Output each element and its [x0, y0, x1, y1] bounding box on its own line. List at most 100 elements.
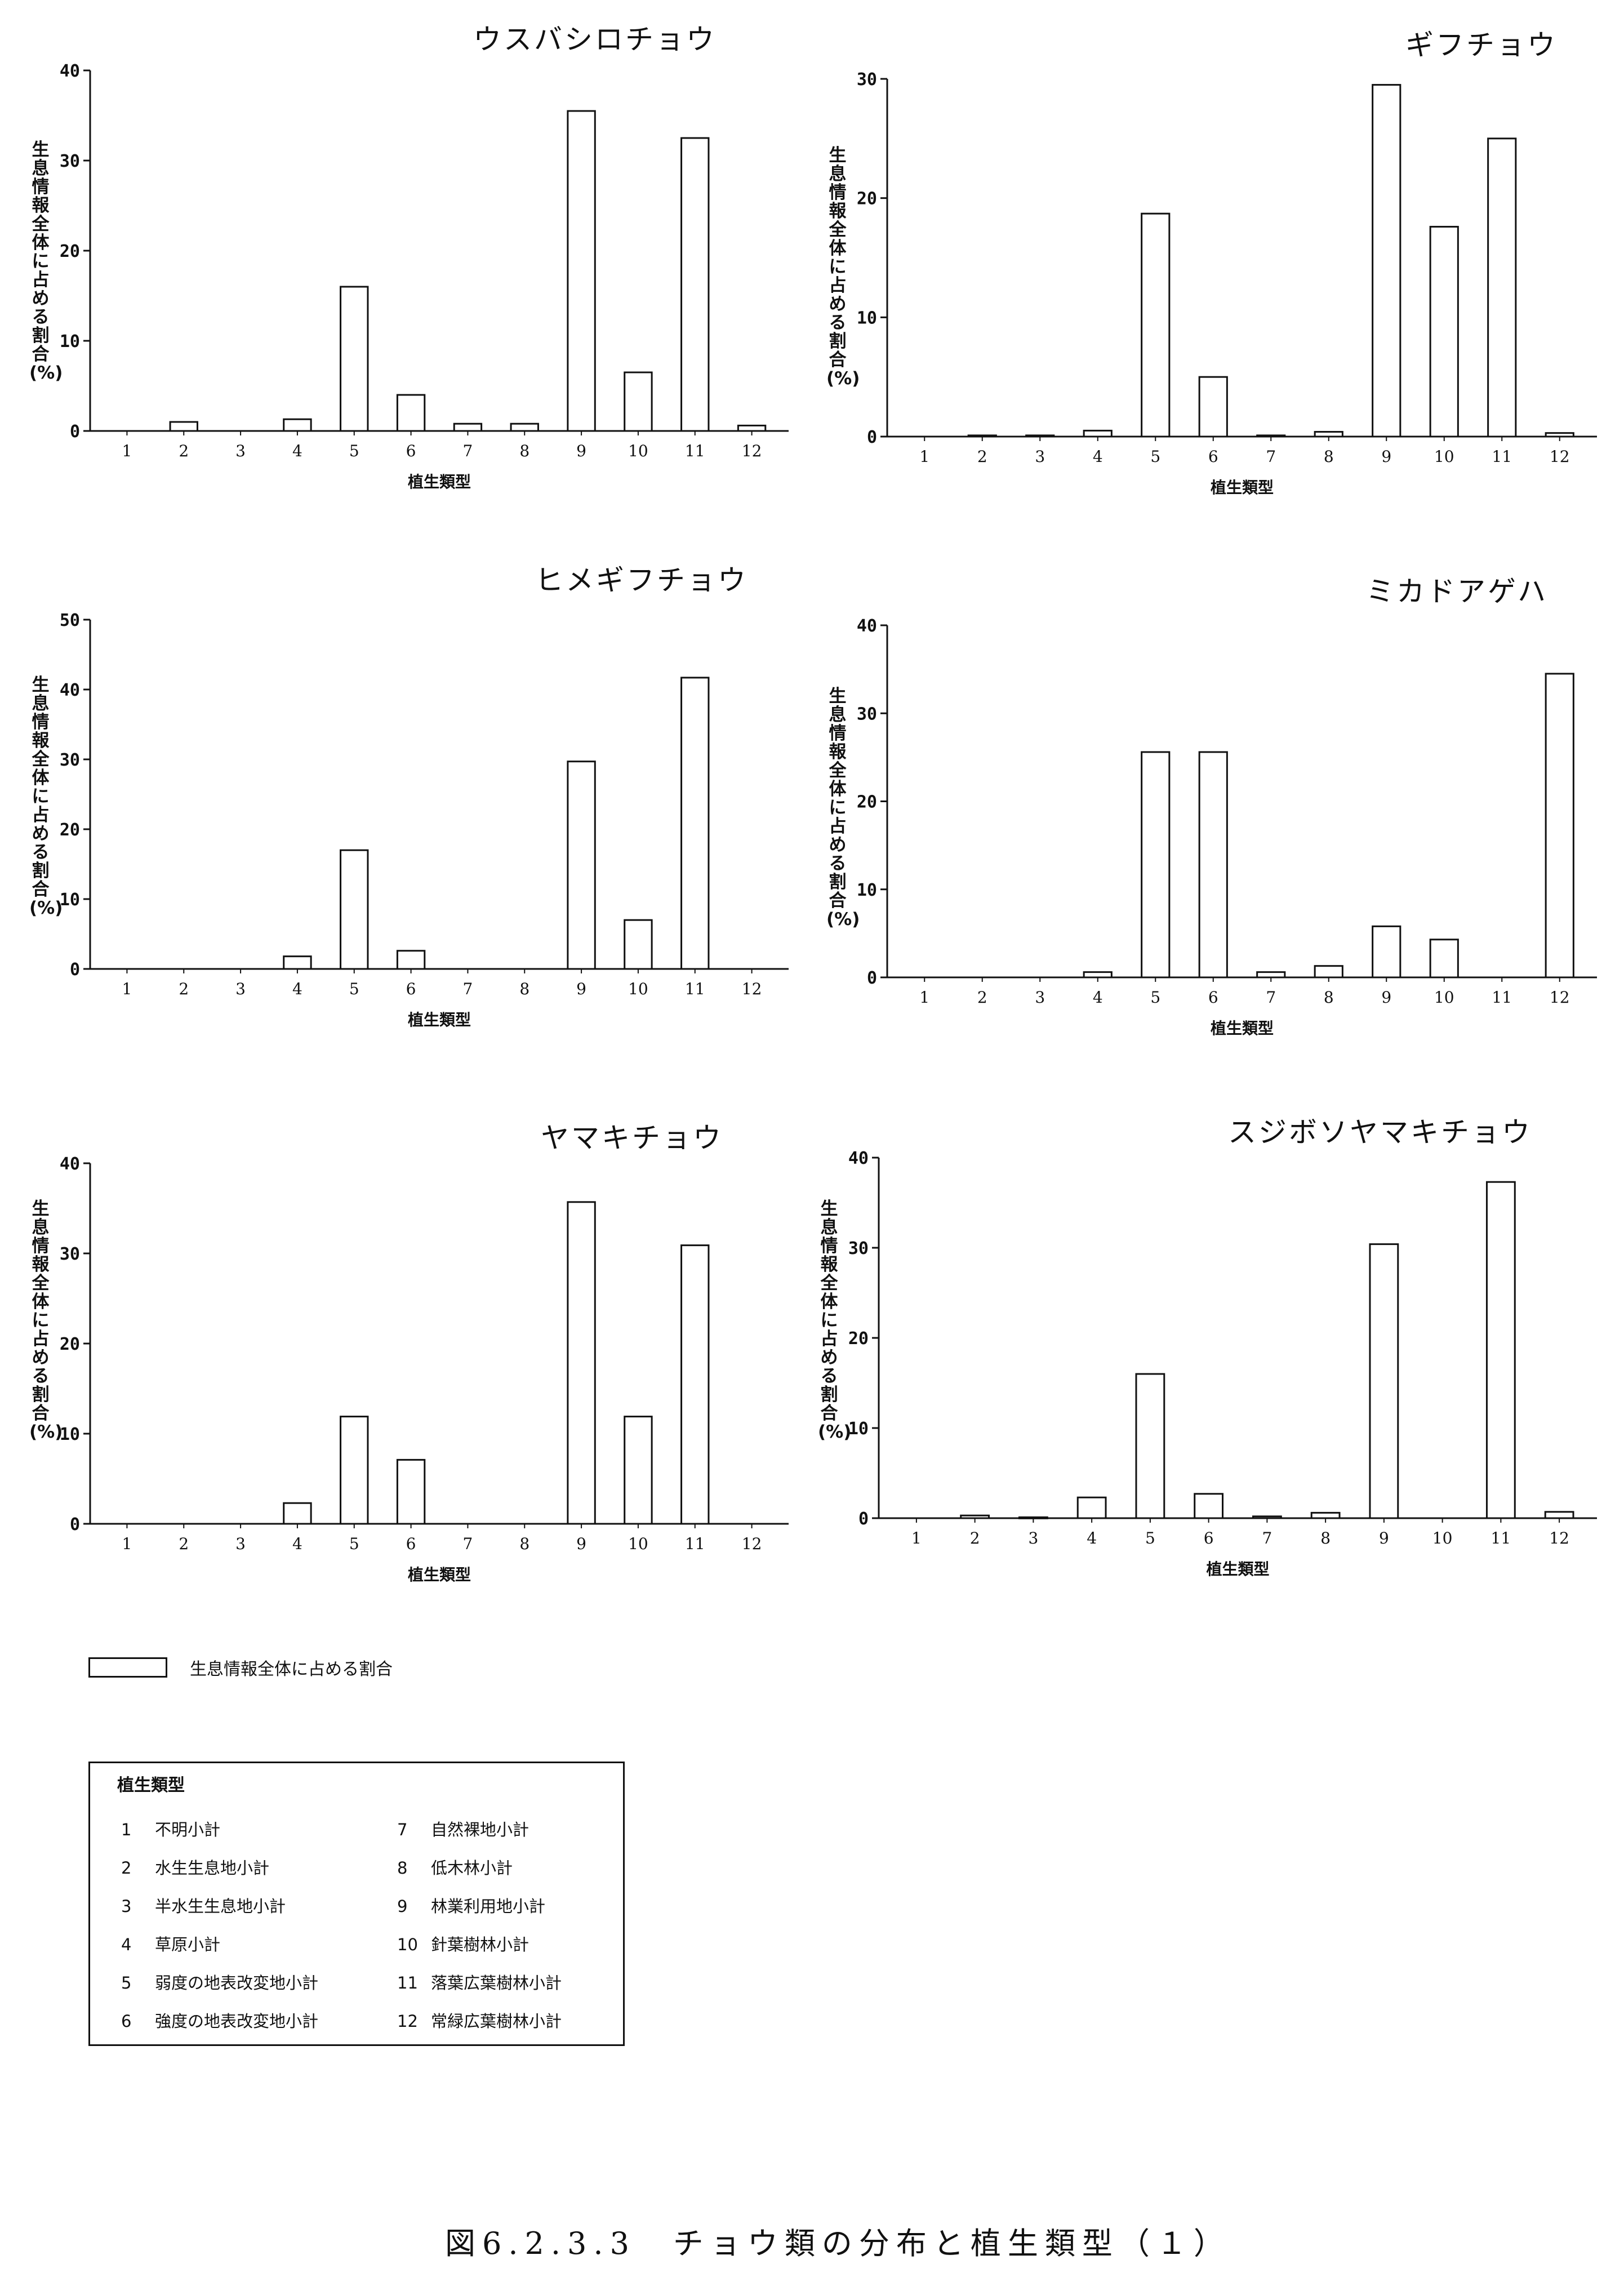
y-axis-label-char: 割 — [829, 331, 847, 352]
x-tick-label: 9 — [1381, 447, 1391, 466]
bar — [567, 110, 596, 432]
figure-caption: 図6.2.3.3 チョウ類の分布と植生類型（１） — [445, 2226, 1231, 2261]
legend-item-number: 2 — [121, 1858, 132, 1878]
y-tick-label: 0 — [70, 960, 80, 980]
chart-title: ウスバシロチョウ — [473, 23, 717, 56]
y-tick-label: 40 — [857, 616, 877, 636]
y-tick-label: 30 — [60, 152, 80, 171]
x-tick-label: 1 — [911, 1529, 922, 1547]
bar — [510, 422, 539, 432]
chart-mikadoageha: ミカドアゲハ 生息情報全体に占める割合 (%) 0 10 20 30 40 1 2 3 4 5 6 7 8… — [814, 569, 1614, 1065]
y-axis-label-char: 割 — [820, 1385, 838, 1405]
legend-item-label: 草原小計 — [155, 1935, 221, 1954]
legend-item-number: 12 — [397, 2012, 418, 2031]
legend-item-label: 水生生息地小計 — [155, 1858, 270, 1878]
x-tick-label: 6 — [406, 980, 416, 998]
bar — [1310, 1511, 1341, 1519]
x-tick-label: 1 — [919, 988, 929, 1007]
y-tick-label: 40 — [60, 1154, 80, 1174]
x-tick-label: 10 — [1434, 447, 1454, 466]
y-axis-label-char: る — [829, 313, 847, 333]
y-tick-label: 20 — [857, 793, 877, 812]
y-axis-label-char: る — [829, 853, 847, 874]
y-axis-label-char: 全 — [829, 220, 847, 240]
x-tick-label: 7 — [463, 980, 473, 998]
bar — [960, 1514, 990, 1519]
legend-item: 7 自然裸地小計 — [397, 1817, 529, 1840]
y-axis-label: 生息情報全体に占める割合 (%) — [818, 1199, 851, 1442]
x-tick-label: 9 — [576, 980, 586, 998]
legend-item: 2 水生生息地小計 — [121, 1855, 269, 1879]
bar — [1372, 925, 1401, 979]
x-tick-label: 12 — [1549, 1529, 1569, 1547]
y-axis-label-char: 合 — [32, 344, 50, 364]
chart-title: ギフチョウ — [1405, 29, 1558, 61]
legend-item-number: 1 — [121, 1820, 132, 1839]
x-tick-label: 7 — [1262, 1529, 1272, 1547]
bar — [1545, 673, 1574, 979]
bar — [396, 394, 426, 432]
x-tick-label: 11 — [1492, 988, 1512, 1007]
bar — [1135, 1373, 1165, 1519]
y-axis-label-char: 割 — [32, 1385, 50, 1405]
legend-item: 5 弱度の地表改変地小計 — [121, 1970, 318, 1994]
x-tick-label: 11 — [685, 980, 705, 998]
bar — [1141, 212, 1171, 438]
x-tick-label: 8 — [1320, 1529, 1331, 1547]
x-axis-label: 植生類型 — [1211, 478, 1274, 497]
x-tick-label: 12 — [1550, 988, 1570, 1007]
legend-item-label: 林業利用地小計 — [431, 1897, 546, 1916]
bar — [396, 1458, 426, 1525]
chart-yamakichou: ヤマキチョウ 生息情報全体に占める割合 (%) 0 10 20 30 40 1 2 3 4 5 6 7 8… — [17, 1110, 806, 1605]
y-axis-label-char: 占 — [32, 805, 50, 825]
y-axis-label-char: 全 — [32, 749, 50, 770]
y-axis-label-char: 報 — [829, 201, 847, 221]
bar — [396, 950, 426, 970]
x-tick-label: 3 — [235, 1535, 246, 1553]
x-tick-label: 12 — [1550, 447, 1570, 466]
legend-item-number: 11 — [397, 1973, 418, 1992]
bar — [1256, 971, 1286, 979]
x-tick-label: 4 — [292, 442, 302, 460]
y-axis-label-char: 合 — [829, 891, 847, 911]
x-tick-label: 9 — [1381, 988, 1391, 1007]
y-axis-label-char: 占 — [820, 1329, 838, 1349]
y-axis-label-char: 生 — [820, 1199, 838, 1219]
y-tick-label: 20 — [60, 1335, 80, 1354]
x-tick-label: 4 — [292, 980, 302, 998]
x-tick-label: 4 — [292, 1535, 302, 1553]
x-axis-label: 植生類型 — [1211, 1019, 1274, 1038]
category-legend: 植生類型 1 不明小計 2 水生生息地小計 3 半水生生息地小計 4 草原小計 5 弱度の地表改変… — [88, 1762, 625, 2046]
x-tick-label: 5 — [1150, 988, 1160, 1007]
y-axis-label-char: め — [32, 824, 50, 844]
y-tick-label: 0 — [858, 1509, 869, 1529]
x-tick-label: 1 — [919, 447, 929, 466]
bar — [1141, 751, 1171, 979]
x-tick-label: 6 — [1208, 988, 1218, 1007]
x-tick-label: 12 — [742, 980, 762, 998]
bar — [680, 677, 710, 970]
bar — [1256, 434, 1286, 438]
series-legend: 生息情報全体に占める割合 — [88, 1656, 393, 1679]
bar — [1372, 84, 1401, 438]
y-axis-label-char: に — [829, 257, 847, 277]
x-tick-label: 3 — [1035, 447, 1045, 466]
bar — [283, 418, 312, 432]
bar — [967, 434, 997, 438]
x-tick-label: 7 — [1266, 447, 1276, 466]
y-axis-label-char: 割 — [32, 326, 50, 346]
y-axis-label-char: 割 — [829, 872, 847, 892]
x-tick-label: 9 — [576, 442, 586, 460]
x-tick-label: 12 — [742, 1535, 762, 1553]
x-tick-label: 9 — [576, 1535, 586, 1553]
x-tick-label: 4 — [1087, 1529, 1097, 1547]
x-tick-label: 5 — [349, 442, 359, 460]
x-tick-label: 10 — [628, 1535, 648, 1553]
y-axis-label-char: 体 — [32, 233, 50, 253]
legend-item-number: 4 — [121, 1935, 132, 1954]
y-axis-label-char: 情 — [829, 183, 847, 203]
y-axis-label-char: 生 — [829, 145, 847, 166]
legend-item: 11 落葉広葉樹林小計 — [397, 1970, 562, 1994]
